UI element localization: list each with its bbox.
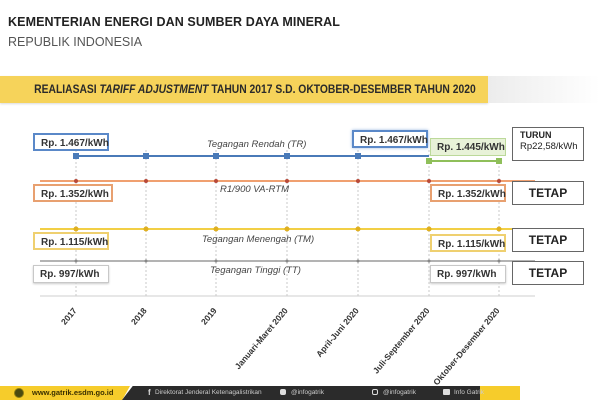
header-title: KEMENTERIAN ENERGI DAN SUMBER DAYA MINER… xyxy=(8,15,341,29)
tm-start-label: Rp. 1.115/kWh xyxy=(33,232,109,250)
footer-twitter[interactable]: @infogatrik xyxy=(291,389,324,396)
status-tr: TURUN Rp22,58/kWh xyxy=(512,127,584,161)
twitter-icon xyxy=(280,389,286,395)
status-tr-title: TURUN xyxy=(520,130,552,140)
tr-mid-label: Rp. 1.467/kWh xyxy=(352,130,428,148)
footer-yellow-section xyxy=(0,386,130,400)
footer-instagram[interactable]: @infogatrik xyxy=(383,389,416,396)
banner-shade xyxy=(488,76,600,103)
footer-dark-section xyxy=(122,386,480,400)
footer-youtube[interactable]: Info Gatrik xyxy=(454,389,484,396)
footer-website[interactable]: www.gatrik.esdm.go.id xyxy=(32,388,114,397)
status-tm: TETAP xyxy=(512,228,584,252)
footer-facebook[interactable]: Direktorat Jenderal Ketenagalistrikan xyxy=(155,389,262,396)
tt-start-label: Rp. 997/kWh xyxy=(33,265,109,283)
tr-start-label: Rp. 1.467/kWh xyxy=(33,133,109,151)
series-name-tr: Tegangan Rendah (TR) xyxy=(207,139,307,150)
esdm-logo-icon xyxy=(14,388,24,398)
header-subtitle: REPUBLIK INDONESIA xyxy=(8,35,143,49)
rtm-end-label: Rp. 1.352/kWh xyxy=(430,184,506,202)
tm-end-label: Rp. 1.115/kWh xyxy=(430,234,506,252)
rtm-start-label: Rp. 1.352/kWh xyxy=(33,184,113,202)
status-tr-detail: Rp22,58/kWh xyxy=(520,141,578,152)
tr-end-label: Rp. 1.445/kWh xyxy=(430,138,506,156)
facebook-icon: f xyxy=(148,388,151,397)
series-name-rtm: R1/900 VA-RTM xyxy=(220,184,289,195)
series-name-tm: Tegangan Menengah (TM) xyxy=(202,234,315,245)
series-name-tt: Tegangan Tinggi (TT) xyxy=(210,265,301,276)
instagram-icon xyxy=(372,389,378,395)
footer: www.gatrik.esdm.go.id f Direktorat Jende… xyxy=(0,386,600,400)
footer-yellow-end xyxy=(480,386,520,400)
chart-title: REALIASASI TARIFF ADJUSTMENT TAHUN 2017 … xyxy=(34,82,476,96)
status-rtm: TETAP xyxy=(512,181,584,205)
youtube-icon xyxy=(443,389,450,395)
status-tt: TETAP xyxy=(512,261,584,285)
tt-end-label: Rp. 997/kWh xyxy=(430,265,506,283)
title-banner: REALIASASI TARIFF ADJUSTMENT TAHUN 2017 … xyxy=(0,76,488,103)
